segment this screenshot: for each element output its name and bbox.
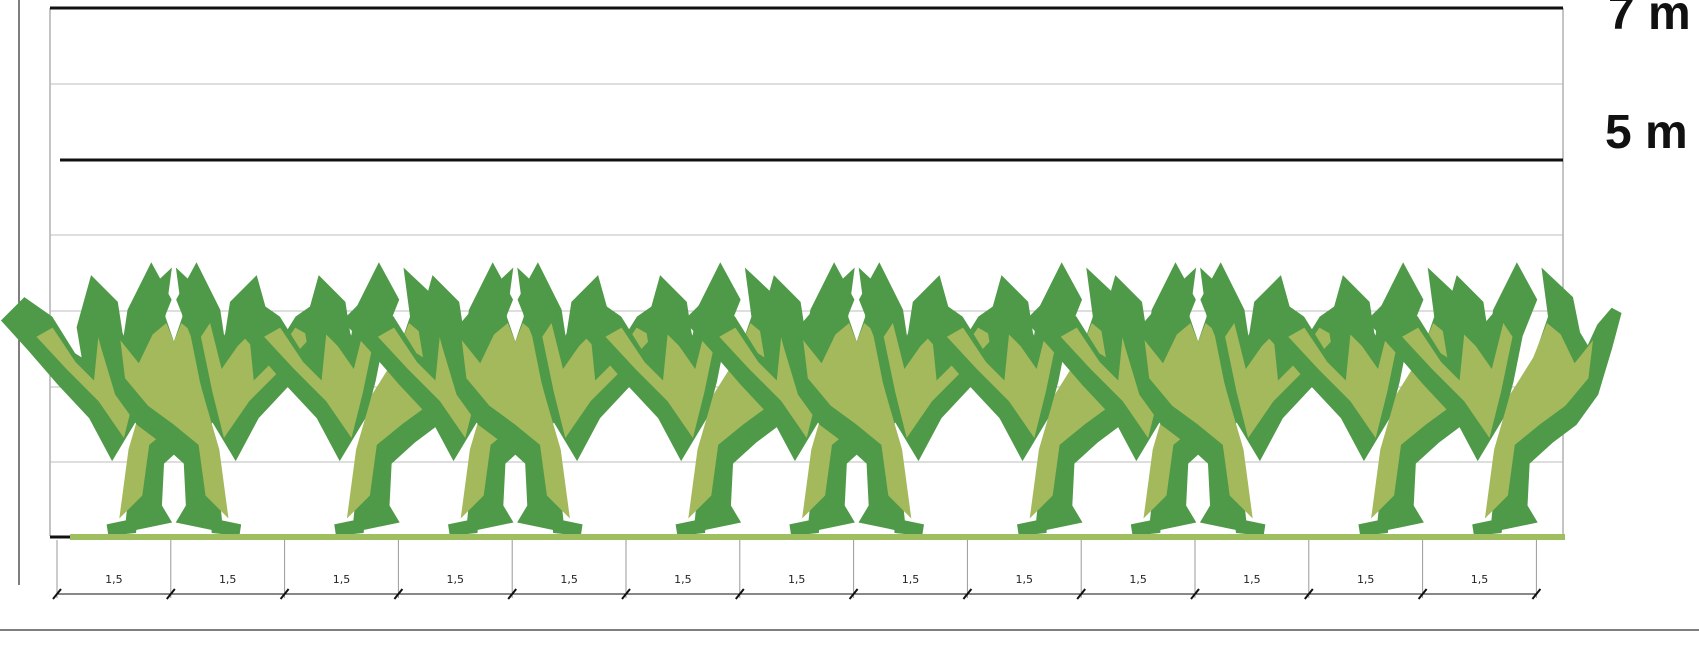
spacing-label: 1,5	[333, 573, 351, 586]
spacing-label: 1,5	[447, 573, 465, 586]
tree-fill	[1402, 323, 1593, 519]
tree-icon	[1116, 262, 1372, 536]
spacing-label: 1,5	[1243, 573, 1261, 586]
spacing-label: 1,5	[560, 573, 578, 586]
height-label-5m: 5 m	[1605, 106, 1688, 159]
spacing-label: 1,5	[788, 573, 806, 586]
spacing-dimension-chain: 1,5 1,5 1,5 1,5 1,5 1,5 1,5 1,5 1,5 1,5 1,5 1,5 1,5	[52, 540, 1542, 600]
tree-icon	[1366, 262, 1622, 536]
tree-fill	[120, 323, 312, 519]
spacing-label: 1,5	[902, 573, 920, 586]
spacing-label: 1,5	[1016, 573, 1034, 586]
tree-fill	[803, 323, 995, 519]
spacing-label: 1,5	[674, 573, 692, 586]
tree-icon	[91, 262, 347, 536]
spacing-label: 1,5	[219, 573, 237, 586]
tree-fill	[1144, 323, 1336, 519]
spacing-label: 1,5	[1129, 573, 1147, 586]
tree-fill	[461, 323, 653, 519]
tree-row	[0, 262, 1622, 536]
spacing-label: 1,5	[1471, 573, 1489, 586]
spacing-label: 1,5	[1357, 573, 1375, 586]
height-label-7m: 7 m	[1608, 0, 1691, 40]
spacing-label: 1,5	[105, 573, 123, 586]
